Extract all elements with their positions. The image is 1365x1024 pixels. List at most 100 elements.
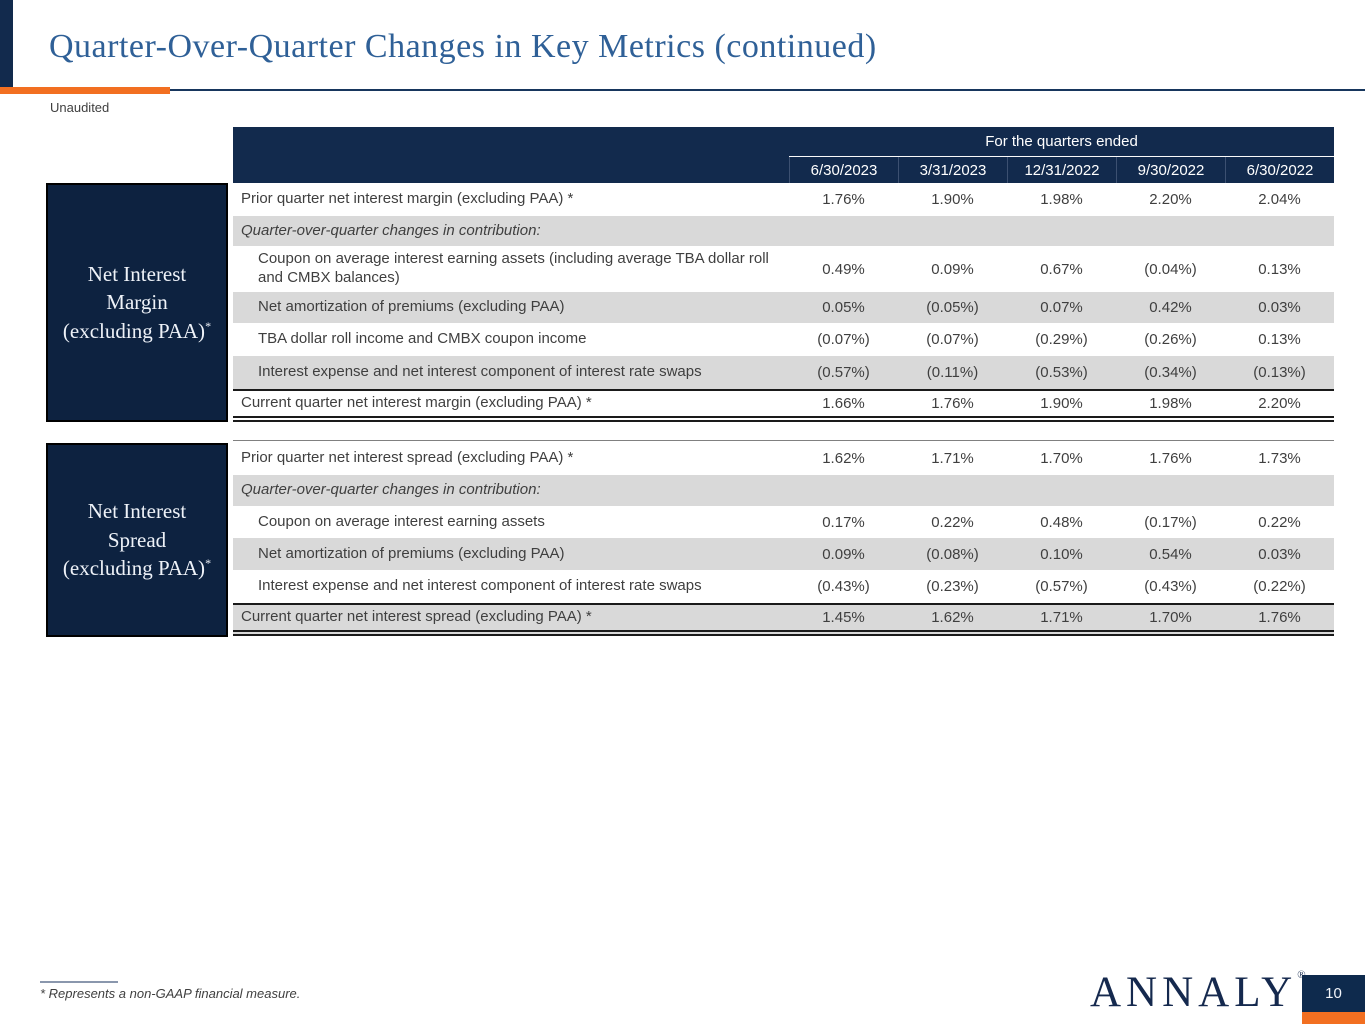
cell-value: 1.73% — [1258, 449, 1301, 467]
net-interest-margin-table: For the quarters ended 6/30/2023 3/31/20… — [233, 127, 1334, 422]
row-label: Coupon on average interest earning asset… — [258, 512, 545, 530]
row-label: Quarter-over-quarter changes in contribu… — [241, 481, 541, 499]
table-row: Net amortization of premiums (excluding … — [233, 292, 1334, 323]
table-header: For the quarters ended 6/30/2023 3/31/20… — [233, 127, 1334, 183]
cell-value: 0.42% — [1149, 299, 1192, 316]
annaly-logo: ANNALY® — [1090, 968, 1306, 1017]
cell-value: (0.17%) — [1144, 513, 1197, 531]
cell-value: 0.22% — [1258, 513, 1301, 531]
cell-value: 1.45% — [822, 609, 865, 626]
footnote-marker: * — [205, 318, 212, 333]
table-header-dates: 6/30/2023 3/31/2023 12/31/2022 9/30/2022… — [789, 157, 1334, 183]
cell-value: 0.13% — [1258, 331, 1301, 348]
cell-value: 0.09% — [822, 545, 865, 563]
title-divider-line — [0, 89, 1365, 91]
table-row: Net amortization of premiums (excluding … — [233, 538, 1334, 570]
table-row: Prior quarter net interest spread (exclu… — [233, 441, 1334, 475]
column-header: 6/30/2022 — [1225, 157, 1334, 183]
page-number-accent-strip — [1302, 1012, 1365, 1024]
cell-value: 1.62% — [822, 449, 865, 467]
cell-value: 0.49% — [822, 260, 865, 278]
cell-value: 0.17% — [822, 513, 865, 531]
footnote-text: * Represents a non-GAAP financial measur… — [40, 986, 301, 1001]
cell-value: 1.98% — [1149, 395, 1192, 412]
table-row: Prior quarter net interest margin (exclu… — [233, 183, 1334, 216]
cell-value: (0.53%) — [1035, 364, 1088, 381]
cell-value: 0.07% — [1040, 299, 1083, 316]
row-label: Current quarter net interest spread (exc… — [241, 608, 592, 626]
cell-value: (0.57%) — [1035, 578, 1088, 595]
cell-value: 1.76% — [1149, 449, 1192, 467]
cell-value: 1.90% — [931, 191, 974, 208]
column-header: 3/31/2023 — [898, 157, 1007, 183]
cell-value: 2.20% — [1149, 191, 1192, 208]
row-label: Current quarter net interest margin (exc… — [241, 394, 592, 412]
cell-value: (0.57%) — [817, 364, 870, 381]
cell-value: (0.07%) — [817, 331, 870, 348]
cell-value: (0.11%) — [926, 364, 979, 381]
cell-value: (0.43%) — [817, 578, 870, 595]
cell-value: 0.54% — [1149, 545, 1192, 563]
cell-value: 1.70% — [1040, 449, 1083, 467]
row-label: Interest expense and net interest compon… — [258, 363, 702, 381]
table-subheader-row: Quarter-over-quarter changes in contribu… — [233, 475, 1334, 506]
section-label-text: Net Interest Margin (excluding PAA)* — [62, 261, 212, 343]
cell-value: (0.23%) — [926, 578, 979, 595]
cell-value: 0.05% — [822, 299, 865, 316]
cell-value: (0.05%) — [926, 299, 979, 316]
table-row: TBA dollar roll income and CMBX coupon i… — [233, 323, 1334, 356]
row-label: Quarter-over-quarter changes in contribu… — [241, 221, 541, 239]
column-header: 6/30/2023 — [789, 157, 898, 183]
column-header: 12/31/2022 — [1007, 157, 1116, 183]
cell-value: 1.98% — [1040, 191, 1083, 208]
cell-value: 1.70% — [1149, 609, 1192, 626]
row-label: Coupon on average interest earning asset… — [258, 250, 769, 286]
cell-value: 1.66% — [822, 395, 865, 412]
cell-value: 1.90% — [1040, 395, 1083, 412]
table-total-row: Current quarter net interest margin (exc… — [233, 389, 1334, 422]
table-row: Coupon on average interest earning asset… — [233, 506, 1334, 538]
title-divider-accent — [0, 87, 170, 94]
cell-value: 2.04% — [1258, 191, 1301, 208]
cell-value: 0.03% — [1258, 545, 1301, 563]
footnote-divider-line — [40, 981, 118, 983]
cell-value: 1.71% — [931, 449, 974, 467]
table-header-title: For the quarters ended — [789, 127, 1334, 157]
cell-value: (0.22%) — [1253, 578, 1306, 595]
cell-value: 0.10% — [1040, 545, 1083, 563]
table-row: Interest expense and net interest compon… — [233, 356, 1334, 389]
table-header-spacer — [233, 127, 789, 183]
net-interest-spread-table: Prior quarter net interest spread (exclu… — [233, 440, 1334, 636]
cell-value: 1.62% — [931, 609, 974, 626]
page-title: Quarter-Over-Quarter Changes in Key Metr… — [49, 28, 877, 65]
page-number-badge: 10 — [1302, 975, 1365, 1012]
table-row: Interest expense and net interest compon… — [233, 570, 1334, 603]
cell-value: 0.67% — [1040, 260, 1083, 278]
table-total-row: Current quarter net interest spread (exc… — [233, 603, 1334, 636]
cell-value: (0.29%) — [1035, 331, 1088, 348]
corner-accent-bar — [0, 0, 13, 88]
table-header-quarters: For the quarters ended 6/30/2023 3/31/20… — [789, 127, 1334, 183]
cell-value: 1.76% — [822, 191, 865, 208]
column-header: 9/30/2022 — [1116, 157, 1225, 183]
section-label-text: Net Interest Spread (excluding PAA)* — [62, 499, 212, 581]
row-label: Prior quarter net interest margin (exclu… — [241, 190, 574, 208]
row-label: Net amortization of premiums (excluding … — [258, 544, 565, 562]
row-label: Prior quarter net interest spread (exclu… — [241, 448, 574, 466]
row-label: TBA dollar roll income and CMBX coupon i… — [258, 330, 587, 348]
cell-value: (0.26%) — [1144, 331, 1197, 348]
cell-value: (0.34%) — [1144, 364, 1197, 381]
footnote-marker: * — [205, 556, 212, 571]
section-label-net-interest-margin: Net Interest Margin (excluding PAA)* — [46, 183, 228, 422]
cell-value: (0.08%) — [926, 545, 979, 563]
cell-value: 0.22% — [931, 513, 974, 531]
row-label: Interest expense and net interest compon… — [258, 577, 702, 595]
section-label-net-interest-spread: Net Interest Spread (excluding PAA)* — [46, 443, 228, 637]
cell-value: 1.76% — [1258, 609, 1301, 626]
registered-trademark-icon: ® — [1297, 969, 1305, 981]
cell-value: 0.03% — [1258, 299, 1301, 316]
cell-value: (0.13%) — [1253, 364, 1306, 381]
table-subheader-row: Quarter-over-quarter changes in contribu… — [233, 216, 1334, 246]
cell-value: (0.04%) — [1144, 260, 1197, 278]
